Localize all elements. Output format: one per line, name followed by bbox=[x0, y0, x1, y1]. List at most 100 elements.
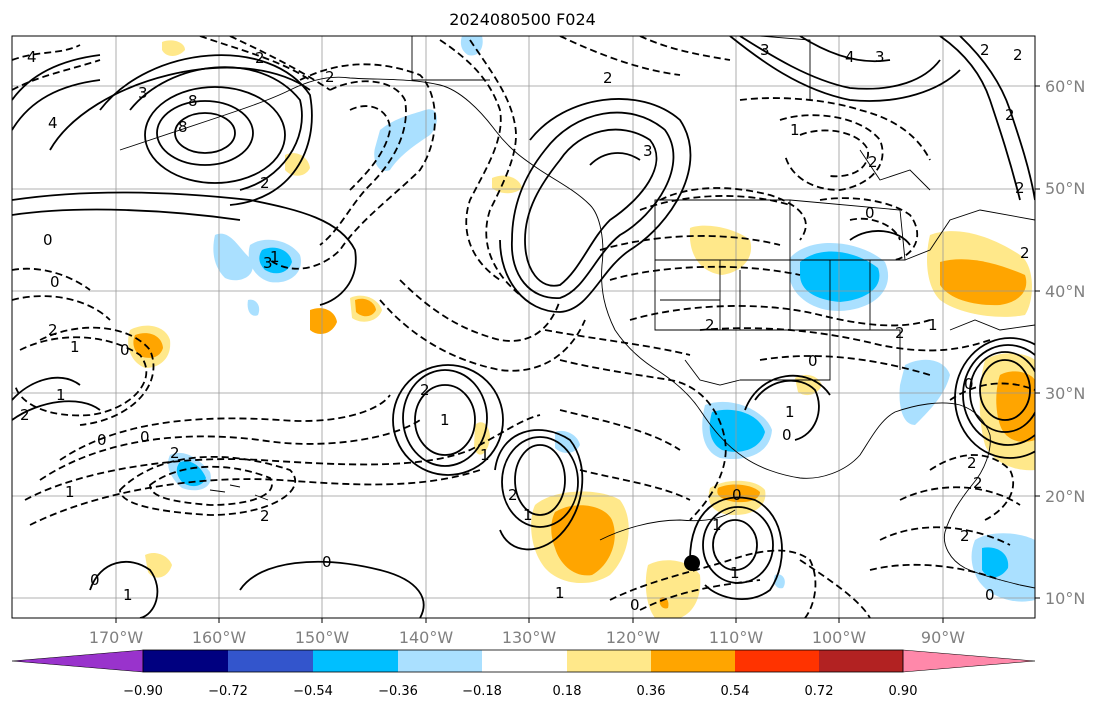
contour-label: 2 bbox=[48, 321, 58, 339]
map-frame bbox=[11, 35, 1036, 619]
contour-label: 2 bbox=[973, 474, 983, 492]
contour-label: 1 bbox=[730, 564, 740, 582]
contour-label: 0 bbox=[322, 553, 332, 571]
lat-label: 60°N bbox=[1045, 77, 1086, 96]
contour-label: 2 bbox=[255, 49, 265, 67]
contour-label: 2 bbox=[705, 316, 715, 334]
contour-label: 0 bbox=[964, 375, 974, 393]
negative-contours bbox=[12, 36, 1035, 618]
lon-label: 150°W bbox=[294, 628, 350, 647]
colorbar-seg bbox=[11, 649, 144, 673]
colorbar-tick-label: 0.54 bbox=[720, 684, 750, 699]
contour-label: 0 bbox=[140, 428, 150, 446]
lat-label: 30°N bbox=[1045, 384, 1086, 403]
lon-label: 100°W bbox=[811, 628, 867, 647]
contour-label: 2 bbox=[420, 381, 430, 399]
contour-label: 1 bbox=[928, 316, 938, 334]
colorbar-seg bbox=[567, 650, 651, 672]
lon-label: 120°W bbox=[605, 628, 661, 647]
colorbar bbox=[11, 649, 1036, 673]
graticule bbox=[12, 36, 1035, 618]
contour-label: 2 bbox=[1015, 179, 1025, 197]
contour-label: 3 bbox=[138, 84, 148, 102]
contour-label: 1 bbox=[56, 386, 66, 404]
lat-label: 40°N bbox=[1045, 282, 1086, 301]
contour-label: 0 bbox=[985, 586, 995, 604]
contour-label: 0 bbox=[90, 571, 100, 589]
contour-label: 3 bbox=[760, 41, 770, 59]
contour-label: 2 bbox=[1020, 244, 1030, 262]
lat-label: 20°N bbox=[1045, 487, 1086, 506]
contour-label: 2 bbox=[508, 486, 518, 504]
colorbar-tick-label: 0.36 bbox=[636, 684, 666, 699]
contour-label: 0 bbox=[120, 341, 130, 359]
contour-label: 1 bbox=[523, 506, 533, 524]
colorbar-tick-label: −0.36 bbox=[378, 684, 418, 699]
axis-ticks bbox=[115, 85, 1040, 623]
positive-contours bbox=[12, 36, 1035, 618]
contour-label: 0 bbox=[43, 231, 53, 249]
map-title: 2024080500 F024 bbox=[449, 10, 596, 29]
colorbar-seg bbox=[313, 650, 398, 672]
colorbar-tick-label: −0.72 bbox=[208, 684, 248, 699]
contour-label: 2 bbox=[603, 69, 613, 87]
contour-label: 3 bbox=[875, 48, 885, 66]
contour-label: 4 bbox=[48, 114, 58, 132]
lon-label: 110°W bbox=[708, 628, 764, 647]
coastlines bbox=[119, 36, 1035, 589]
contour-label: 1 bbox=[555, 584, 565, 602]
contour-label: 2 bbox=[20, 406, 30, 424]
contour-label: 2 bbox=[260, 174, 270, 192]
colorbar-seg bbox=[398, 650, 482, 672]
colorbar-tick-label: 0.72 bbox=[804, 684, 834, 699]
contour-label: 2 bbox=[980, 41, 990, 59]
lon-label: 160°W bbox=[191, 628, 247, 647]
contour-labels: 4 3 8 8 4 2 2 2 3 2 4 3 2 0 2 2 1 2 1 1 … bbox=[20, 41, 1030, 614]
contour-label: 2 bbox=[868, 153, 878, 171]
contour-label: 8 bbox=[188, 92, 198, 110]
contour-label: 3 bbox=[263, 254, 273, 272]
contour-label: 1 bbox=[440, 411, 450, 429]
contour-label: 1 bbox=[70, 338, 80, 356]
contour-label: 2 bbox=[260, 507, 270, 525]
lon-label: 130°W bbox=[501, 628, 557, 647]
contour-label: 1 bbox=[65, 483, 75, 501]
colorbar-seg bbox=[482, 650, 567, 672]
contour-label: 1 bbox=[785, 403, 795, 421]
contour-label: 0 bbox=[50, 273, 60, 291]
contour-label: 1 bbox=[790, 121, 800, 139]
contour-label: 0 bbox=[865, 204, 875, 222]
contour-label: 1 bbox=[712, 516, 722, 534]
lon-label: 140°W bbox=[398, 628, 454, 647]
colorbar-seg bbox=[735, 650, 819, 672]
contour-label: 2 bbox=[1005, 106, 1015, 124]
contour-label: 2 bbox=[895, 324, 905, 342]
colorbar-seg bbox=[902, 649, 1036, 673]
colorbar-seg bbox=[143, 650, 228, 672]
storm-center-marker bbox=[684, 555, 700, 571]
contour-label: 2 bbox=[960, 527, 970, 545]
contour-label: 1 bbox=[480, 446, 490, 464]
contour-label: 0 bbox=[808, 352, 818, 370]
contour-label: 3 bbox=[643, 142, 653, 160]
contour-label: 0 bbox=[782, 426, 792, 444]
colorbar-tick-label: −0.18 bbox=[462, 684, 502, 699]
contour-label: 8 bbox=[178, 118, 188, 136]
lat-label: 50°N bbox=[1045, 179, 1086, 198]
contour-label: 2 bbox=[325, 68, 335, 86]
colorbar-seg bbox=[819, 650, 903, 672]
colorbar-tick-label: 0.90 bbox=[888, 684, 918, 699]
contour-label: 0 bbox=[732, 486, 742, 504]
contour-label: 0 bbox=[97, 431, 107, 449]
lon-label: 170°W bbox=[88, 628, 144, 647]
colorbar-tick-label: −0.90 bbox=[123, 684, 163, 699]
lon-label: 90°W bbox=[920, 628, 966, 647]
contour-label: 2 bbox=[1013, 46, 1023, 64]
colorbar-seg bbox=[651, 650, 735, 672]
contour-label: 4 bbox=[27, 48, 37, 66]
colorbar-tick-label: −0.54 bbox=[293, 684, 333, 699]
colorbar-seg bbox=[228, 650, 313, 672]
contour-label: 4 bbox=[845, 48, 855, 66]
contour-label: 2 bbox=[170, 444, 180, 462]
